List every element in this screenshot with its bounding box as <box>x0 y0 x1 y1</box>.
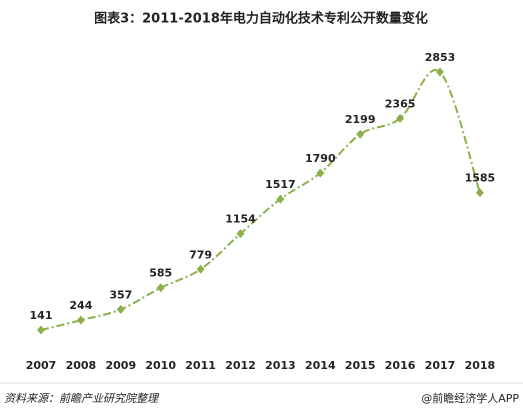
point-marker <box>396 113 405 123</box>
data-label: 1517 <box>265 178 296 191</box>
x-tick-label: 2017 <box>425 359 456 372</box>
data-label: 1154 <box>225 213 256 226</box>
point-marker <box>276 194 285 204</box>
point-marker <box>116 304 125 314</box>
data-label: 2199 <box>345 113 376 126</box>
source: 资料来源：前瞻产业研究院整理 <box>4 392 160 405</box>
data-label: 1585 <box>465 172 496 185</box>
x-tick-label: 2015 <box>345 359 376 372</box>
point-marker <box>316 168 325 178</box>
data-label: 779 <box>189 248 212 261</box>
data-label: 244 <box>69 299 92 312</box>
point-marker <box>236 229 245 239</box>
chart-title: 图表3：2011-2018年电力自动化技术专利公开数量变化 <box>94 11 428 27</box>
data-label: 585 <box>149 267 172 280</box>
data-label: 1790 <box>305 152 336 165</box>
data-label: 357 <box>109 288 132 301</box>
x-tick-label: 2008 <box>66 359 97 372</box>
x-tick-label: 2018 <box>465 359 496 372</box>
point-marker <box>475 188 484 198</box>
x-tick-label: 2009 <box>105 359 136 372</box>
x-tick-label: 2011 <box>185 359 216 372</box>
x-tick-label: 2014 <box>305 359 336 372</box>
data-label: 2365 <box>385 97 416 110</box>
x-tick-label: 2016 <box>385 359 416 372</box>
point-marker <box>356 129 365 139</box>
data-label: 141 <box>30 309 53 322</box>
credit: @前瞻经济学人APP <box>421 391 519 405</box>
point-marker <box>196 264 205 274</box>
point-marker <box>156 283 165 293</box>
data-label: 2853 <box>425 51 456 64</box>
point-marker <box>37 325 45 335</box>
point-marker <box>76 315 85 325</box>
x-tick-label: 2007 <box>26 359 57 372</box>
x-tick-label: 2012 <box>225 359 256 372</box>
x-tick-label: 2013 <box>265 359 296 372</box>
point-marker <box>436 67 444 77</box>
x-tick-label: 2010 <box>145 359 176 372</box>
